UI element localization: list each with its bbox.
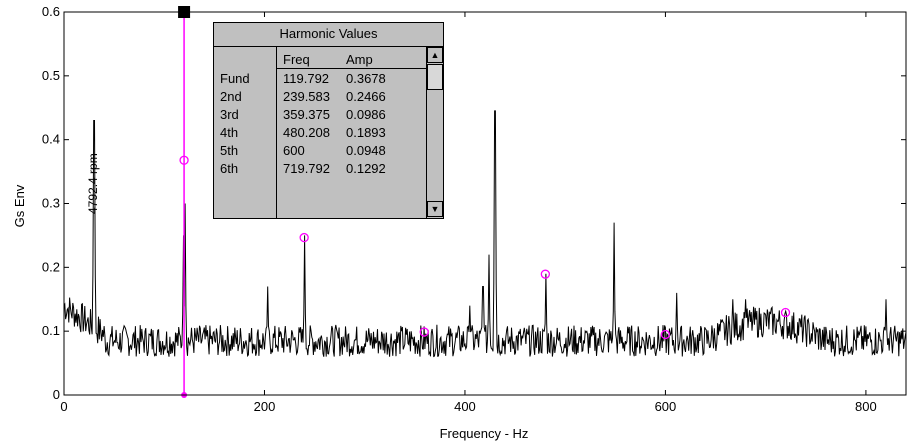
- table-cell: 6th: [220, 161, 239, 176]
- table-column-2: Amp 0.3678 0.2466 0.0986 0.1893 0.0948 0.1292: [340, 47, 426, 218]
- table-cell: 0.0986: [346, 107, 386, 122]
- table-cell: 719.792: [283, 161, 330, 176]
- y-tick-label: 0.6: [42, 4, 60, 19]
- y-tick-label: 0.5: [42, 68, 60, 83]
- table-cell: 600: [283, 143, 305, 158]
- harmonic-values-panel: Harmonic Values Fund 2nd 3rd 4th 5th 6th Freq 1…: [213, 22, 444, 219]
- harmonic-marker-2: [299, 232, 309, 243]
- y-tick-label: 0: [53, 387, 60, 402]
- table-cell: 480.208: [283, 125, 330, 140]
- scroll-up-button[interactable]: ▲: [427, 47, 443, 63]
- table-column-1: Freq 119.792 239.583 359.375 480.208 600 719.7…: [277, 47, 340, 218]
- header-divider: [276, 68, 426, 69]
- harmonic-table: Fund 2nd 3rd 4th 5th 6th Freq 119.792 239.583 359…: [214, 47, 426, 218]
- y-axis-title: Gs Env: [12, 184, 27, 227]
- x-axis-title: Frequency - Hz: [440, 426, 529, 441]
- arrow-down-icon: ▼: [430, 204, 440, 214]
- x-tick-label: 200: [254, 399, 276, 414]
- table-cell: 359.375: [283, 107, 330, 122]
- arrow-up-icon: ▲: [430, 50, 440, 60]
- x-tick-label: 800: [855, 399, 877, 414]
- plot-frame: [63, 11, 907, 396]
- x-tick-label: 600: [655, 399, 677, 414]
- y-tick-label: 0.1: [42, 323, 60, 338]
- table-header-cell: Freq: [283, 52, 310, 67]
- column-divider: [276, 47, 277, 218]
- y-tick-label: 0.4: [42, 132, 60, 147]
- table-column-0: Fund 2nd 3rd 4th 5th 6th: [214, 47, 276, 218]
- spectrum-line: [63, 110, 907, 358]
- axes: 0 200 400 600 800 0 0.1 0.2 0.3 0.4 0.5 0.6: [42, 4, 907, 414]
- table-cell: 0.1292: [346, 161, 386, 176]
- y-tick-label: 0.2: [42, 259, 60, 274]
- scroll-down-button[interactable]: ▼: [427, 201, 443, 217]
- table-cell: 0.1893: [346, 125, 386, 140]
- table-cell: 4th: [220, 125, 239, 140]
- harmonic-marker-5: [660, 329, 671, 340]
- table-cell: 0.2466: [346, 89, 386, 104]
- table-header-cell: Amp: [346, 52, 373, 67]
- harmonic-marker-3: [419, 327, 429, 337]
- x-tick-label: 0: [60, 399, 67, 414]
- harmonic-marker-4: [540, 269, 551, 279]
- table-cell: 119.792: [283, 71, 330, 86]
- table-cell: 239.583: [283, 89, 330, 104]
- rpm-annotation: 4792.4 rpm: [86, 153, 100, 214]
- table-cell: 5th: [220, 143, 239, 158]
- harmonic-marker-6: [780, 307, 791, 318]
- panel-title: Harmonic Values: [214, 23, 443, 47]
- table-cell: 0.0948: [346, 143, 386, 158]
- y-tick-label: 0.3: [42, 196, 60, 211]
- table-cell: 2nd: [220, 89, 242, 104]
- table-cell: Fund: [220, 71, 250, 86]
- plot-area: 4792.4 rpm: [63, 6, 907, 398]
- table-cell: 3rd: [220, 107, 239, 122]
- table-scrollbar[interactable]: ▲ ▼: [426, 47, 443, 218]
- harmonic-marker-1: [179, 155, 189, 165]
- table-cell: 0.3678: [346, 71, 386, 86]
- scroll-thumb[interactable]: [427, 64, 443, 90]
- x-tick-label: 400: [454, 399, 476, 414]
